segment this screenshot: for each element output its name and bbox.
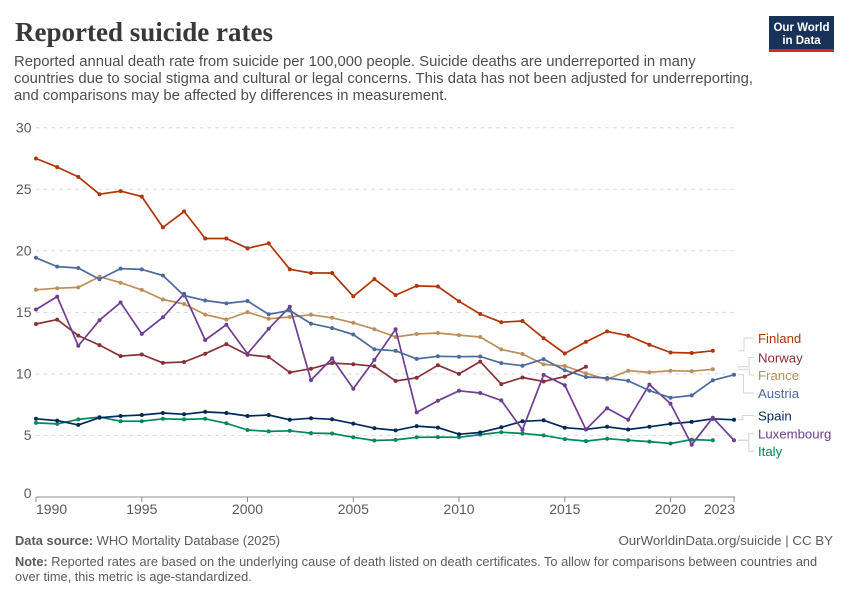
svg-text:10: 10: [16, 366, 32, 382]
svg-text:0: 0: [24, 485, 32, 501]
svg-text:2015: 2015: [549, 501, 580, 517]
svg-text:25: 25: [16, 181, 32, 197]
svg-text:2005: 2005: [338, 501, 369, 517]
svg-text:15: 15: [16, 304, 32, 320]
svg-text:Norway: Norway: [758, 350, 803, 365]
svg-text:Austria: Austria: [758, 386, 800, 401]
svg-text:20: 20: [16, 243, 32, 259]
svg-text:1990: 1990: [36, 501, 67, 517]
svg-text:2023: 2023: [704, 501, 735, 517]
svg-text:2000: 2000: [232, 501, 263, 517]
svg-text:France: France: [758, 368, 799, 383]
svg-text:2020: 2020: [655, 501, 686, 517]
svg-text:Spain: Spain: [758, 408, 792, 423]
svg-text:2010: 2010: [443, 501, 474, 517]
svg-text:Finland: Finland: [758, 331, 801, 346]
svg-text:Luxembourg: Luxembourg: [758, 427, 831, 442]
svg-text:5: 5: [24, 427, 32, 443]
svg-text:1995: 1995: [126, 501, 157, 517]
svg-text:Italy: Italy: [758, 444, 783, 459]
svg-text:30: 30: [16, 119, 32, 135]
